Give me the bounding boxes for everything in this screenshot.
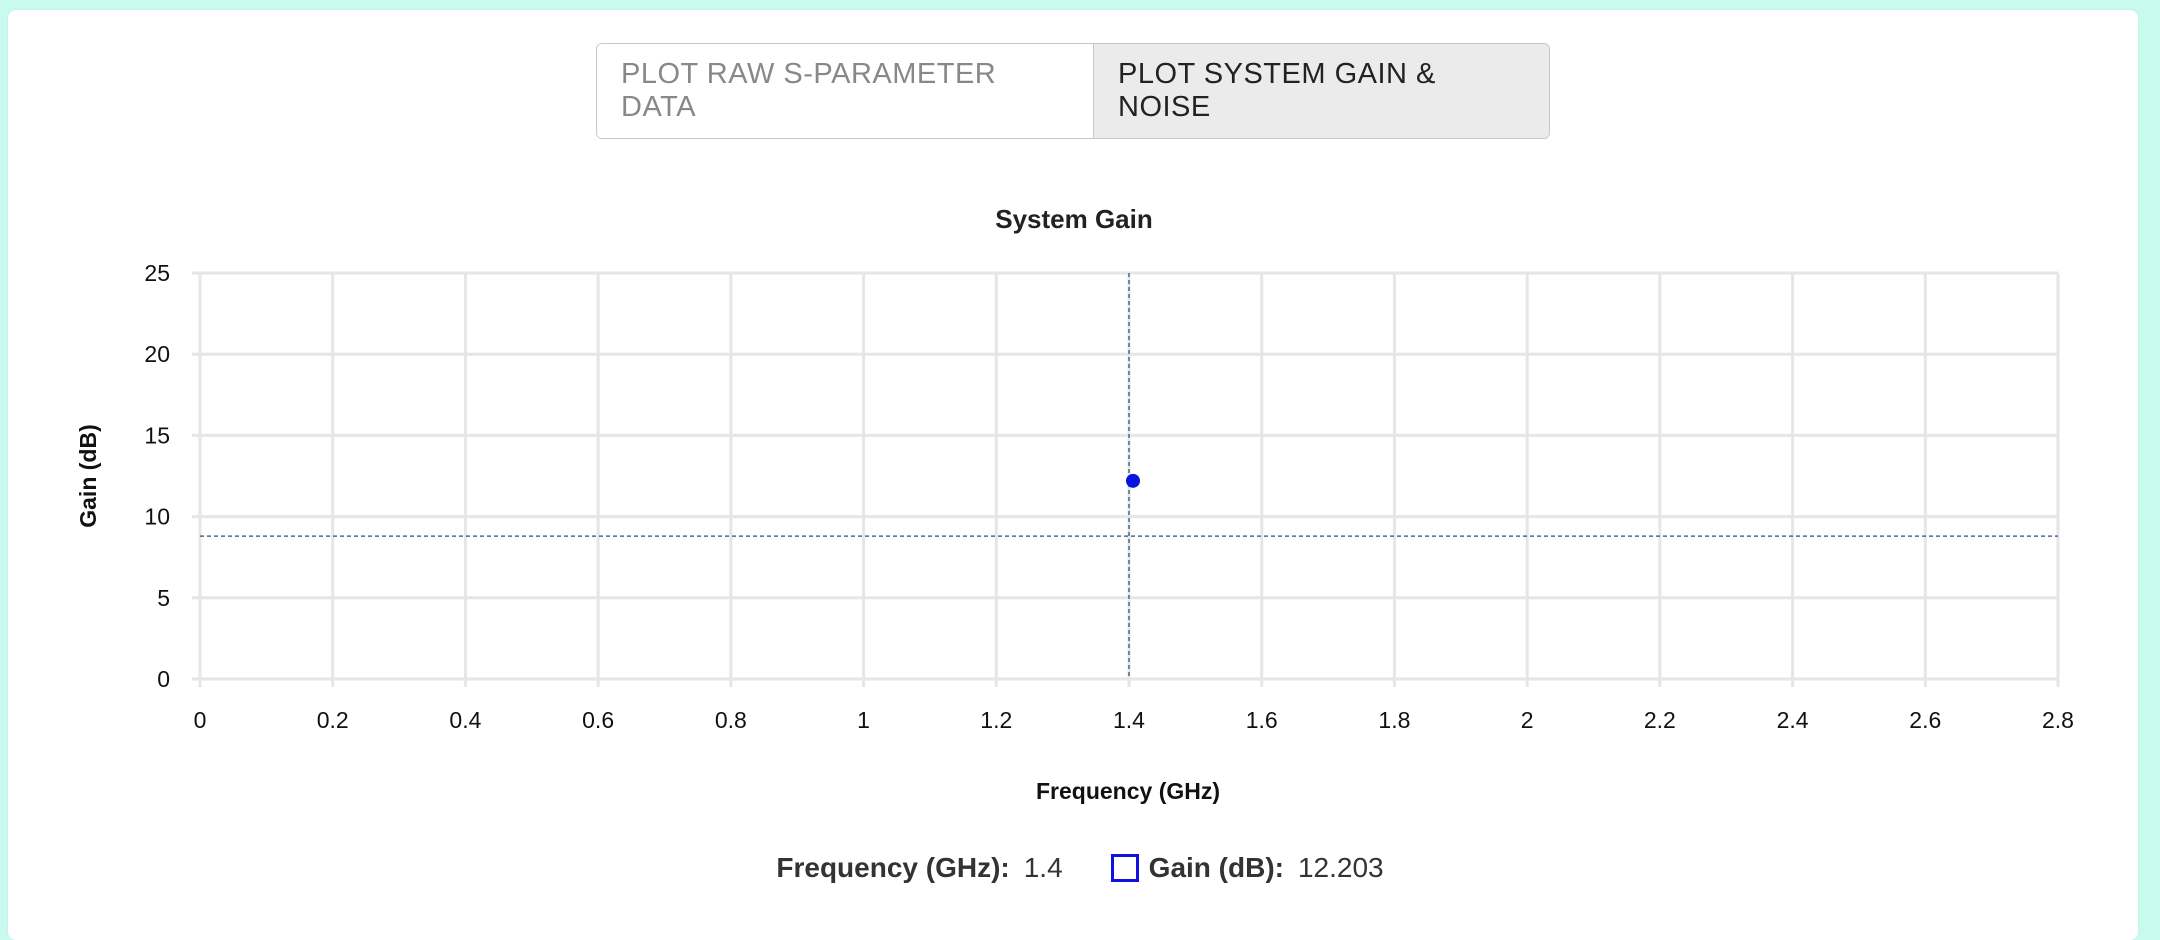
gain-legend-label: Gain (dB):	[1148, 852, 1284, 883]
y-tick-label: 15	[144, 422, 170, 448]
frequency-legend-value: 1.4	[1023, 852, 1063, 883]
plot-system-gain-noise-button[interactable]: PLOT SYSTEM GAIN & NOISE	[1093, 44, 1549, 138]
tick-labels: 0 0.2 0.4 0.6 0.8 1 1.2 1.4 1.6 1.8 2 2.2 2.4 2.6 2.8 0…	[144, 260, 2074, 733]
x-tick-label: 1	[857, 707, 870, 733]
plot-mode-toggle: PLOT RAW S-PARAMETER DATA PLOT SYSTEM GA…	[596, 43, 1550, 139]
x-tick-label: 1.6	[1246, 707, 1278, 733]
data-points	[1126, 473, 1140, 488]
x-tick-label: 1.2	[980, 707, 1012, 733]
x-tick-label: 2.4	[1777, 707, 1809, 733]
x-tick-label: 1.4	[1113, 707, 1145, 733]
x-tick-label: 0.6	[582, 707, 614, 733]
x-tick-label: 2	[1521, 707, 1534, 733]
grid	[192, 271, 2060, 687]
x-tick-label: 2.2	[1644, 707, 1676, 733]
y-tick-label: 10	[144, 504, 170, 530]
x-tick-label: 2.6	[1909, 707, 1941, 733]
plot-raw-sparameter-button[interactable]: PLOT RAW S-PARAMETER DATA	[597, 44, 1093, 138]
y-axis-label: Gain (dB)	[75, 424, 101, 528]
x-tick-label: 1.8	[1378, 707, 1410, 733]
gain-legend-value: 12.203	[1297, 852, 1384, 883]
gain-series-swatch-icon	[1110, 854, 1139, 882]
x-tick-label: 0.4	[449, 707, 481, 733]
x-axis-label: Frequency (GHz)	[1036, 778, 1220, 804]
frequency-legend-label: Frequency (GHz):	[776, 852, 1010, 883]
y-tick-label: 20	[144, 341, 170, 367]
y-tick-label: 25	[144, 260, 170, 286]
x-tick-label: 0	[194, 707, 207, 733]
chart-card	[8, 10, 2138, 940]
x-tick-label: 0.8	[715, 707, 747, 733]
x-tick-label: 2.8	[2042, 707, 2074, 733]
y-tick-label: 0	[157, 666, 170, 692]
gain-data-point	[1126, 473, 1140, 488]
x-tick-label: 0.2	[317, 707, 349, 733]
chart-title: System Gain	[995, 204, 1153, 234]
hover-legend: Frequency (GHz): 1.4 Gain (dB): 12.203	[0, 852, 2160, 884]
y-tick-label: 5	[157, 585, 170, 611]
